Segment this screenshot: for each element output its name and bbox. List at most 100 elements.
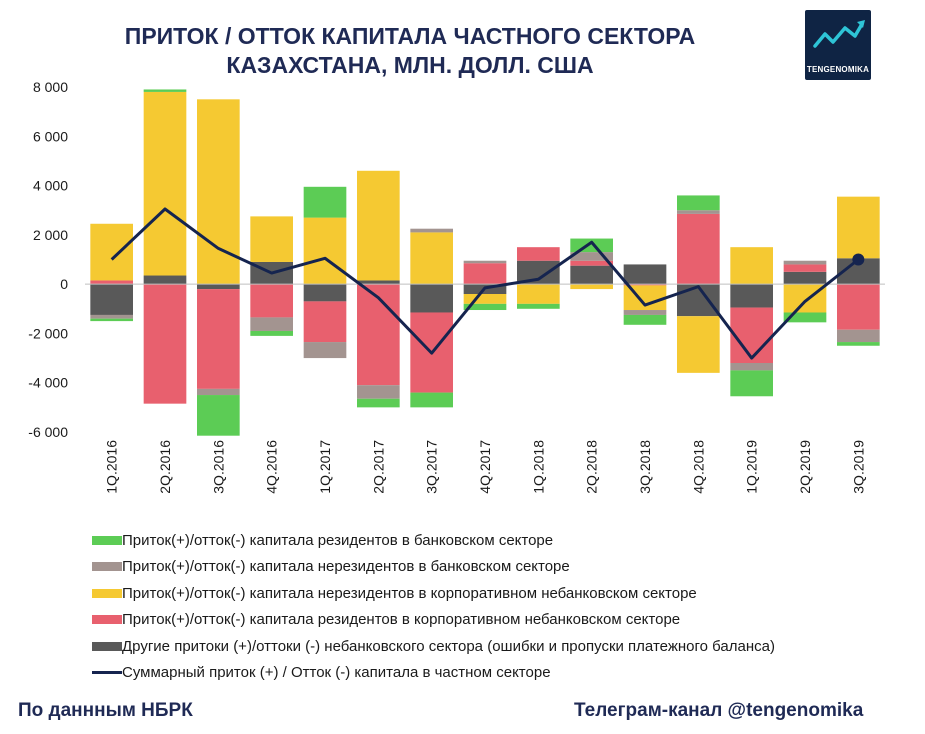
y-tick-label: -2 000 [28,325,68,341]
bar-segment-1 [730,284,773,308]
bar-segment-5 [517,303,560,309]
bar-segment-5 [730,370,773,397]
bar-segment-3 [303,217,347,285]
bar-segment-2 [677,213,720,285]
trend-arrow-icon [813,20,865,48]
chart-title-line2: КАЗАХСТАНА, МЛН. ДОЛЛ. США [226,52,594,78]
x-tick-label: 2Q.2017 [370,440,386,494]
y-tick-label: 0 [60,276,68,292]
x-tick-label: 1Q.2019 [744,440,760,494]
bar-segment-3 [410,232,453,285]
legend-item: Приток(+)/отток(-) капитала резидентов в… [92,607,775,634]
legend-swatch [92,588,122,598]
bar-segment-4 [250,317,293,331]
legend-label: Приток(+)/отток(-) капитала нерезидентов… [122,584,697,602]
legend-swatch [92,641,122,651]
x-tick-label: 1Q.2018 [530,440,546,494]
legend-label: Приток(+)/отток(-) капитала нерезидентов… [122,558,570,576]
chart-title-line1: ПРИТОК / ОТТОК КАПИТАЛА ЧАСТНОГО СЕКТОРА [124,23,696,49]
chart-legend: Приток(+)/отток(-) капитала резидентов в… [92,527,775,686]
bar-segment-3 [357,170,400,281]
y-tick-label: -6 000 [28,424,68,440]
legend-line-swatch [92,671,122,675]
x-tick-label: 3Q.2018 [637,440,653,494]
y-tick-label: 6 000 [33,128,68,144]
x-tick-label: 1Q.2017 [317,440,333,494]
x-tick-label: 3Q.2019 [850,440,866,494]
bar-segment-2 [143,284,187,404]
legend-label: Другие притоки (+)/оттоки (-) небанковск… [122,637,775,655]
y-tick-label: 4 000 [33,178,68,194]
bar-segment-2 [303,301,347,343]
legend-label: Суммарный приток (+) / Отток (-) капитал… [122,664,551,682]
bar-segment-5 [303,186,347,218]
bar-segment-1 [197,284,240,290]
telegram-channel: Телеграм-канал @tengenomika [574,700,864,721]
bar-segment-2 [623,284,667,286]
x-tick-label: 3Q.2017 [424,440,440,494]
bar-segment-5 [90,318,133,322]
bar-segment-2 [197,289,240,389]
bar-segment-5 [837,342,880,346]
bar-segment-2 [357,284,400,386]
x-tick-label: 2Q.2019 [797,440,813,494]
x-tick-label: 4Q.2016 [264,440,280,494]
bar-segment-1 [410,284,453,313]
legend-label: Приток(+)/отток(-) капитала резидентов в… [122,531,554,549]
legend-item: Другие притоки (+)/оттоки (-) небанковск… [92,633,775,660]
bar-segment-5 [250,330,293,336]
bar-segment-1 [517,260,560,285]
legend-item: Суммарный приток (+) / Отток (-) капитал… [92,660,775,687]
bar-segment-4 [410,228,453,233]
bar-segment-5 [677,195,720,211]
bar-segment-1 [783,271,827,285]
bar-segment-4 [730,363,773,371]
x-tick-label: 4Q.2018 [690,440,706,494]
bar-segment-3 [143,91,187,276]
bar-segment-4 [783,260,827,265]
bar-segment-5 [410,392,453,408]
bar-segment-5 [570,238,613,253]
legend-item: Приток(+)/отток(-) капитала нерезидентов… [92,554,775,581]
bar-segment-4 [837,329,880,343]
bar-segment-4 [623,310,667,315]
source-note: По даннным НБРК [18,700,193,721]
bar-segment-1 [303,284,347,302]
bar-segment-3 [730,247,773,285]
bar-segment-2 [250,284,293,318]
bar-segment-5 [357,398,400,408]
bar-segment-2 [783,264,827,272]
bar-segment-1 [90,284,133,315]
x-tick-label: 3Q.2016 [210,440,226,494]
total-flow-line [110,207,860,360]
y-tick-label: -4 000 [28,375,68,391]
legend-item: Приток(+)/отток(-) капитала нерезидентов… [92,580,775,607]
legend-swatch [92,615,122,625]
legend-label: Приток(+)/отток(-) капитала резидентов в… [122,611,681,629]
tengenomika-logo: TENGENOMIKA [805,10,871,80]
stacked-bar-chart: 8 000 6 000 4 000 2 000 0 -2 000 -4 000 -6 000 1… [28,79,885,494]
bar-segment-1 [623,264,667,285]
total-flow-end-marker [852,253,865,266]
x-tick-label: 1Q.2016 [104,440,120,494]
legend-item: Приток(+)/отток(-) капитала резидентов в… [92,527,775,554]
logo-text: TENGENOMIKA [806,65,870,74]
bar-segment-5 [623,314,667,325]
bar-segment-2 [730,307,773,363]
bar-segment-1 [570,265,613,285]
bar-segment-3 [250,216,293,262]
bar-segment-4 [303,342,347,359]
bar-segment-4 [677,210,720,214]
bar-segment-3 [837,196,880,259]
bar-segment-2 [517,247,560,261]
bar-segment-3 [463,294,507,304]
x-tick-label: 2Q.2018 [584,440,600,494]
bar-segment-2 [570,260,613,266]
legend-swatch [92,562,122,572]
bar-segment-1 [143,275,187,285]
bar-segment-5 [197,395,240,436]
bar-segment-1 [677,284,720,317]
x-tick-label: 4Q.2017 [477,440,493,494]
bar-segment-2 [90,280,133,285]
bar-segment-4 [463,260,507,264]
